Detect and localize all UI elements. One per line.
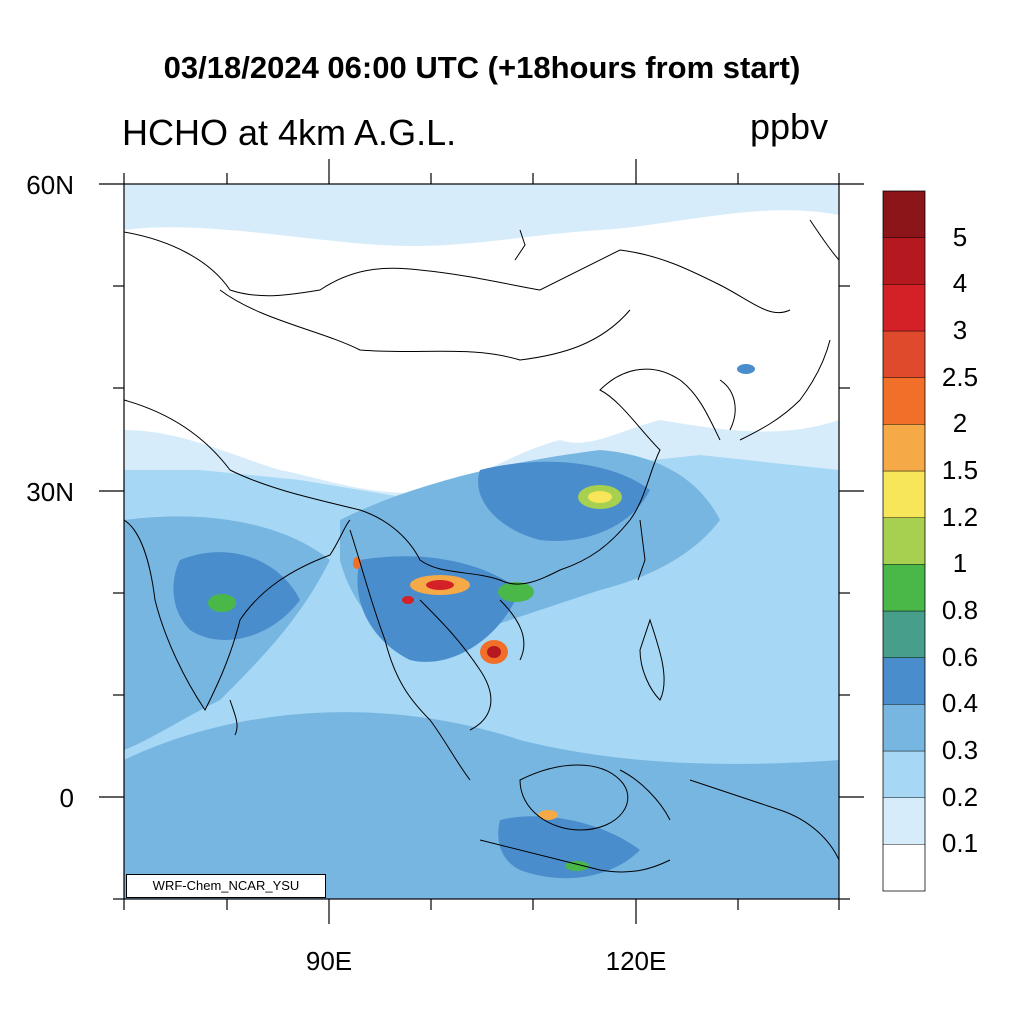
colorbar-label: 0.2 [941,781,979,812]
colorbar-swatch [882,190,926,238]
colorbar-label: 0.8 [941,595,979,625]
colorbar-swatch [882,657,926,705]
variable-label: HCHO at 4km A.G.L. [122,112,457,153]
lat-label-30n: 30N [26,477,74,507]
colorbar-swatch [882,424,926,472]
colorbar-swatch [882,377,926,425]
colorbar-label: 0.1 [941,828,979,859]
colorbar-swatch [882,330,926,378]
colorbar-swatch [882,470,926,518]
colorbar [882,190,926,892]
lat-label-60n: 60N [26,170,74,200]
colorbar-label: 0.4 [941,688,979,719]
colorbar-label: 1.5 [941,455,979,485]
colorbar-label: 0.6 [941,641,979,672]
colorbar-swatch [882,704,926,752]
colorbar-swatch [882,517,926,565]
colorbar-swatch [882,750,926,798]
lon-label-90e: 90E [305,946,353,976]
lon-label-120e: 120E [605,946,667,976]
colorbar-label: 2 [952,408,968,439]
colorbar-label: 2.5 [941,361,979,392]
lat-label-0: 0 [59,783,74,813]
colorbar-label: 5 [952,221,968,252]
colorbar-swatch [882,284,926,332]
concentration-field [124,184,839,899]
colorbar-label: 4 [952,268,968,299]
colorbar-label: 0.3 [941,735,979,765]
colorbar-swatch [882,797,926,845]
units-label: ppbv [750,106,829,147]
map-title: 03/18/2024 06:00 UTC (+18hours from star… [163,50,801,85]
colorbar-swatch [882,564,926,612]
model-credit: WRF-Chem_NCAR_YSU [126,874,326,898]
colorbar-label: 3 [952,315,968,345]
coastlines [124,219,839,873]
colorbar-label: 1.2 [941,501,979,532]
colorbar-swatch [882,237,926,285]
tick-marks [99,159,864,924]
colorbar-swatch [882,610,926,658]
colorbar-swatch [882,844,926,892]
colorbar-label: 1 [952,548,968,579]
